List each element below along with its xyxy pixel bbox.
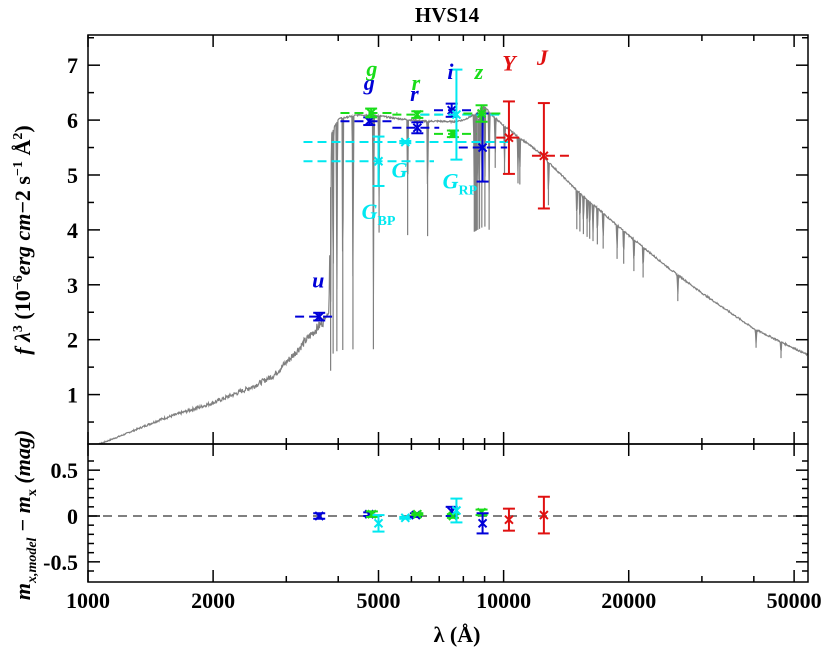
band-label-Y: Y xyxy=(502,51,518,76)
photometry-point-z xyxy=(475,104,488,123)
band-label-u: u xyxy=(312,268,324,293)
data-point-marker xyxy=(412,509,423,519)
sed-panel-frame xyxy=(87,34,809,445)
photometry-point-r xyxy=(411,109,424,120)
x-axis-title: λ (Å) xyxy=(434,622,481,647)
band-label-G-BP: GBP xyxy=(362,199,396,229)
y-tick-label: 3 xyxy=(67,273,78,298)
band-label-G-RP: GRP xyxy=(443,169,478,199)
y-tick-label: 5 xyxy=(67,163,78,188)
photometry-point-r xyxy=(411,121,424,135)
y-axis-title: mx,model − mx (mag) xyxy=(10,430,40,600)
residual-point xyxy=(411,509,424,519)
residual-panel: 1000 2000 5000 10000 20000 50000 0.5 0 -0.5mx,mo… xyxy=(10,430,822,613)
y-tick-label: 0 xyxy=(67,504,78,529)
data-point-marker xyxy=(367,509,377,519)
residual-panel-frame xyxy=(87,443,809,583)
band-label-i: i xyxy=(447,59,454,84)
y-axis-title: f λ3 (10−6erg cm−2 s−1 Å2) xyxy=(10,125,35,354)
data-point-marker xyxy=(477,518,488,529)
photometry-point-G_RP xyxy=(450,68,463,161)
residual-point xyxy=(313,511,326,521)
band-label-z: z xyxy=(474,59,484,84)
photometry-point-z xyxy=(476,112,489,183)
y-tick-label: 2 xyxy=(67,328,78,353)
data-point-marker xyxy=(412,123,423,133)
band-label-J: J xyxy=(536,45,549,70)
residual-point xyxy=(450,497,463,524)
y-tick-label: 4 xyxy=(67,218,78,243)
data-point-marker xyxy=(373,518,384,529)
data-point-marker xyxy=(539,151,549,161)
y-tick-label: 1 xyxy=(67,383,78,408)
y-tick-label: 7 xyxy=(67,53,78,78)
x-tick-label: 10000 xyxy=(476,588,531,613)
data-point-marker xyxy=(504,132,514,143)
residual-point xyxy=(476,512,489,535)
sed-panel: u gg GBP Grr GRP i z Y J 1 2 3 4 5 6 7 f λ3 (10−6erg cm−… xyxy=(10,34,809,445)
x-tick-label: 50000 xyxy=(767,588,822,613)
x-tick-label: 20000 xyxy=(601,588,656,613)
data-point-marker xyxy=(400,513,410,523)
residual-point xyxy=(537,495,550,535)
data-point-marker xyxy=(366,108,376,118)
x-tick-label: 1000 xyxy=(66,588,110,613)
data-point-marker xyxy=(451,505,462,516)
data-point-marker xyxy=(477,142,488,153)
band-label-r: r xyxy=(412,70,421,95)
photometry-point-J xyxy=(537,102,550,210)
data-point-marker xyxy=(364,116,374,126)
data-point-marker xyxy=(400,137,410,147)
y-tick-label: -0.5 xyxy=(43,550,78,575)
chart-title: HVS14 xyxy=(415,3,480,27)
data-point-marker xyxy=(373,156,384,166)
band-label-r: r xyxy=(410,81,419,106)
data-point-marker xyxy=(504,514,514,525)
residual-point xyxy=(372,514,385,533)
data-point-marker xyxy=(412,109,423,120)
data-point-marker xyxy=(539,510,549,520)
y-tick-label: 6 xyxy=(67,108,78,133)
residual-point xyxy=(365,509,378,519)
band-label-G: G xyxy=(392,158,408,183)
data-point-marker xyxy=(314,511,324,521)
data-point-marker xyxy=(314,311,324,322)
x-tick-label: 2000 xyxy=(191,588,235,613)
band-label-g: g xyxy=(363,70,375,95)
data-point-marker xyxy=(451,109,462,120)
model-spectrum-line xyxy=(98,104,808,444)
residual-point xyxy=(399,513,412,523)
photometry-point-G_BP xyxy=(372,135,385,187)
band-label-g: g xyxy=(365,56,377,81)
x-tick-label: 5000 xyxy=(356,588,400,613)
photometry-point-u xyxy=(313,311,326,322)
y-tick-label: 0.5 xyxy=(51,458,79,483)
photometry-point-g xyxy=(365,107,378,119)
data-point-marker xyxy=(476,108,487,119)
photometry-point-Y xyxy=(502,100,515,175)
residual-point xyxy=(502,507,515,532)
photometry-point-G xyxy=(399,137,412,147)
